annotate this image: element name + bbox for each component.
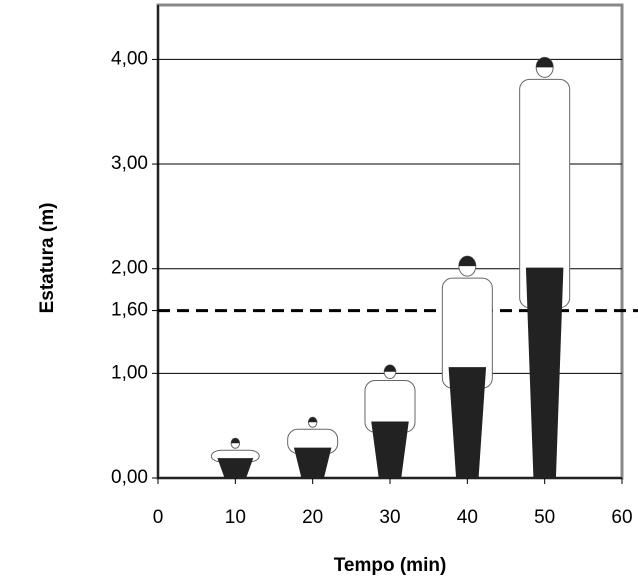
y-tick-label: 2,00 [111, 258, 148, 279]
x-tick-label: 30 [379, 507, 400, 528]
figure [287, 416, 339, 478]
figure-hair [231, 438, 240, 444]
figure [441, 255, 493, 478]
y-tick-label: 1,60 [111, 300, 148, 321]
y-tick-label: 0,00 [111, 467, 148, 488]
y-tick-label: 3,00 [111, 153, 148, 174]
y-tick-label: 1,00 [111, 362, 148, 383]
x-tick-label: 20 [302, 507, 323, 528]
figure-hair [458, 256, 476, 267]
figure-hair [536, 57, 554, 68]
figure [364, 364, 416, 478]
x-tick-label: 50 [534, 507, 555, 528]
x-axis-label: Tempo (min) [334, 555, 447, 576]
figure-legs [525, 267, 564, 478]
figure [210, 437, 260, 478]
y-tick-label: 4,00 [111, 48, 148, 69]
figure-legs [448, 367, 487, 478]
y-axis-label: Estatura (m) [37, 203, 58, 314]
figure-legs [217, 458, 254, 478]
figure-hair [308, 417, 317, 423]
figure-legs [371, 421, 409, 478]
x-tick-label: 40 [457, 507, 478, 528]
x-tick-label: 0 [153, 507, 164, 528]
x-tick-label: 60 [611, 507, 632, 528]
x-tick-label: 10 [225, 507, 246, 528]
figure [519, 56, 571, 478]
figure-hair [384, 364, 396, 372]
figure-legs [293, 447, 332, 478]
